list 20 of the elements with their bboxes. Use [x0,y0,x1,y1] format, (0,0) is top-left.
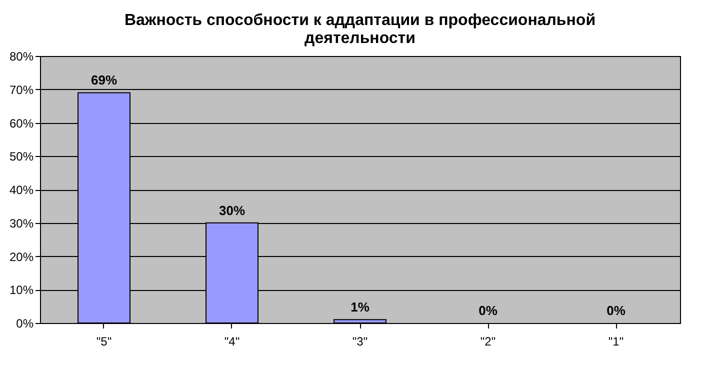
x-tick-label: "1" [608,334,624,348]
x-tick-label: "5" [96,334,112,348]
y-tick-label: 70% [9,82,34,97]
chart-title: Важность способности к аддаптации в профессиональной деятельности [124,12,596,47]
data-label: 69% [90,72,118,88]
x-tick-label: "2" [480,334,496,348]
data-label: 30% [218,202,246,218]
y-tick-label: 60% [9,116,34,130]
data-label: 1% [350,300,370,315]
data-label: 0% [606,303,626,318]
data-label: 0% [478,303,498,318]
y-tick-label: 40% [9,183,34,197]
y-tick-label: 30% [9,216,34,230]
x-tick-label: "3" [352,334,368,348]
x-tick-label: "4" [224,334,240,348]
y-tick-label: 20% [9,250,34,264]
y-tick-label: 50% [9,150,34,164]
y-tick-label: 10% [9,283,34,298]
y-tick-label: 80% [9,50,34,64]
y-tick-label: 0% [16,316,34,330]
